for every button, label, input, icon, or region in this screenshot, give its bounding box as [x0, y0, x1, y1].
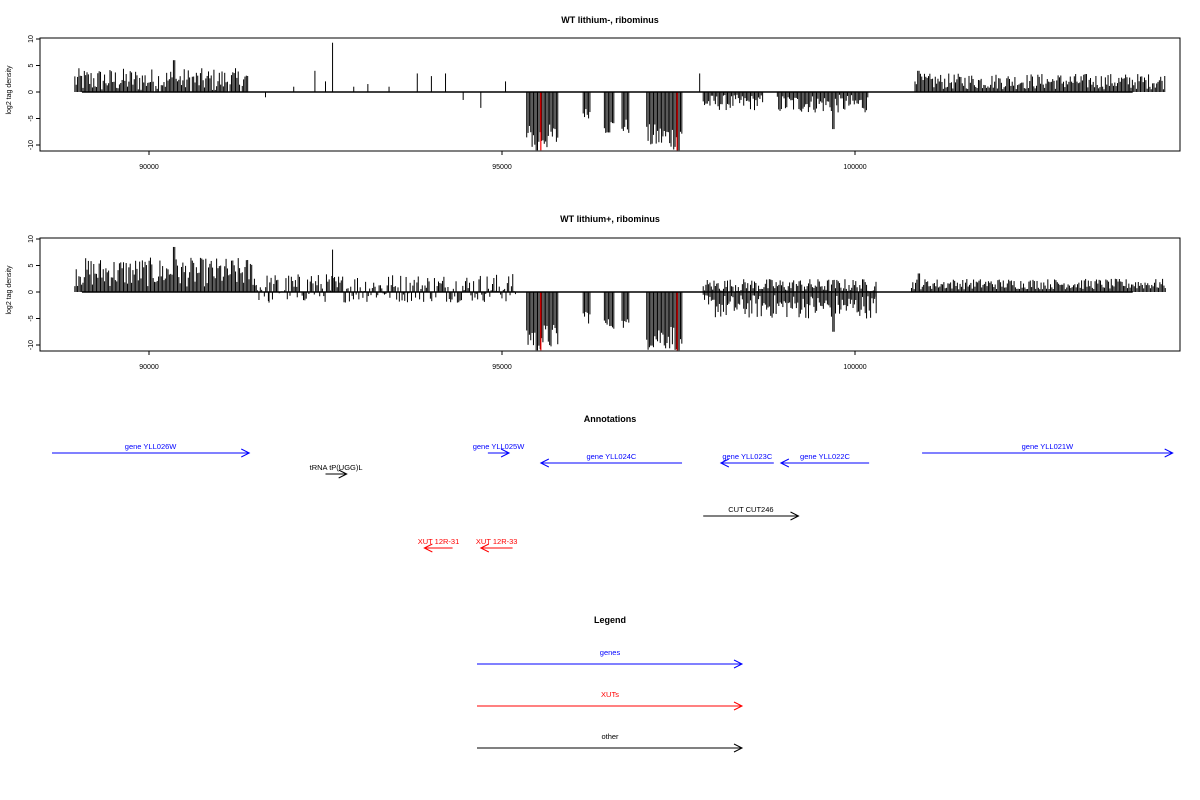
annotation-feature: XUT 12R-33	[476, 537, 518, 553]
y-tick-label: -5	[28, 315, 35, 321]
y-tick-label: 10	[28, 35, 35, 43]
legend-items: genes XUTs other	[477, 648, 744, 753]
data-marks	[74, 246, 1166, 351]
legend-item: XUTs	[477, 690, 744, 711]
legend-label: XUTs	[601, 690, 619, 699]
x-tick-label: 90000	[139, 364, 159, 371]
arrow-head	[733, 659, 744, 669]
track-wt-lithium-plus: WT lithium+, ribominus log2 tag density …	[6, 214, 1181, 371]
x-tick-label: 100000	[843, 164, 866, 171]
arrow-head	[479, 543, 490, 553]
feature-label: gene YLL025W	[473, 442, 525, 451]
arrow-head	[733, 701, 744, 711]
feature-label: gene YLL024C	[586, 452, 636, 461]
y-tick-label: 0	[28, 290, 35, 294]
plot-frame	[39, 37, 1181, 152]
annotation-feature: gene YLL026W	[52, 442, 251, 458]
plot-frame	[39, 237, 1181, 352]
data-marks	[74, 42, 1166, 151]
y-tick-label: 0	[28, 90, 35, 94]
legend-panel: Legend genes XUTs other	[477, 615, 744, 753]
annotation-feature: XUT 12R-31	[418, 537, 460, 553]
y-tick-label: 10	[28, 235, 35, 243]
y-axis-label: log2 tag density	[6, 65, 13, 115]
y-tick-label: -5	[28, 115, 35, 121]
legend-item: other	[477, 732, 744, 753]
arrow-head	[779, 458, 790, 468]
legend-title: Legend	[594, 615, 626, 625]
feature-label: gene YLL023C	[722, 452, 772, 461]
annotation-feature: gene YLL023C	[719, 452, 774, 468]
annotation-feature: gene YLL022C	[779, 452, 870, 468]
arrow-head	[539, 458, 550, 468]
feature-label: gene YLL022C	[800, 452, 850, 461]
legend-item: genes	[477, 648, 744, 669]
legend-label: genes	[600, 648, 621, 657]
track-wt-lithium-minus: WT lithium-, ribominus log2 tag density …	[6, 15, 1181, 171]
annotation-features: gene YLL026W gene YLL025W gene YLL024C gene…	[52, 442, 1174, 553]
annotations-title: Annotations	[584, 414, 637, 424]
legend-label: other	[601, 732, 619, 741]
feature-label: CUT CUT246	[728, 505, 773, 514]
axes: -10 -5 0 5 10 90000 95000 100000	[28, 235, 867, 371]
arrow-head	[790, 511, 800, 521]
arrow-head	[733, 743, 744, 753]
arrow-head	[338, 469, 348, 479]
arrow-head	[423, 543, 433, 553]
y-axis-label: log2 tag density	[6, 265, 13, 315]
arrow-head	[719, 458, 730, 468]
feature-label: XUT 12R-33	[476, 537, 518, 546]
annotation-feature: gene YLL025W	[473, 442, 525, 458]
annotations-panel: Annotations gene YLL026W gene YLL025Wgene…	[52, 414, 1174, 553]
arrow-head	[241, 448, 251, 458]
y-tick-label: -10	[28, 340, 35, 350]
annotation-feature: CUT CUT246	[703, 505, 800, 521]
y-tick-label: -10	[28, 140, 35, 150]
y-tick-label: 5	[28, 263, 35, 267]
x-tick-label: 95000	[492, 364, 512, 371]
x-tick-label: 90000	[139, 164, 159, 171]
arrow-head	[500, 448, 511, 458]
feature-label: tRNA tP(UGG)L	[310, 463, 363, 472]
annotation-feature: gene YLL021W	[922, 442, 1174, 458]
x-tick-label: 95000	[492, 164, 512, 171]
feature-label: XUT 12R-31	[418, 537, 460, 546]
track-title: WT lithium+, ribominus	[560, 214, 660, 224]
feature-label: gene YLL021W	[1022, 442, 1074, 451]
x-tick-label: 100000	[843, 364, 866, 371]
arrow-head	[1164, 448, 1174, 458]
annotation-feature: tRNA tP(UGG)L	[310, 463, 363, 479]
annotation-feature: gene YLL024C	[539, 452, 683, 468]
y-tick-label: 5	[28, 63, 35, 67]
axes: -10 -5 0 5 10 90000 95000 100000	[28, 35, 867, 171]
feature-label: gene YLL026W	[125, 442, 177, 451]
track-title: WT lithium-, ribominus	[561, 15, 659, 25]
